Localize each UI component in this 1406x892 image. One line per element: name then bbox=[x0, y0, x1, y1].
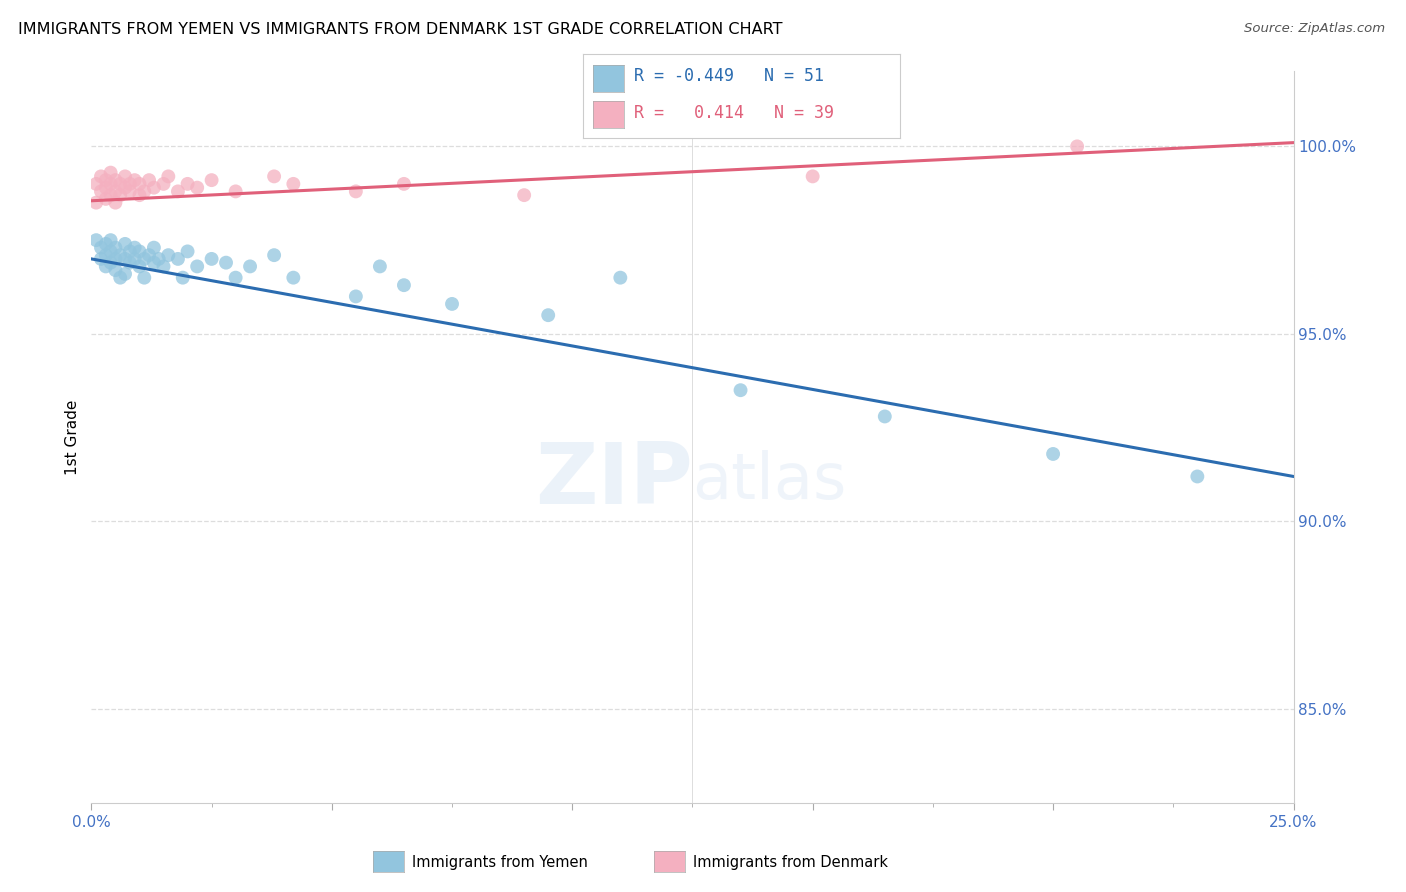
Text: IMMIGRANTS FROM YEMEN VS IMMIGRANTS FROM DENMARK 1ST GRADE CORRELATION CHART: IMMIGRANTS FROM YEMEN VS IMMIGRANTS FROM… bbox=[18, 22, 783, 37]
Point bbox=[263, 169, 285, 184]
Point bbox=[172, 270, 194, 285]
Point bbox=[138, 173, 160, 187]
Point bbox=[90, 169, 112, 184]
Point bbox=[124, 173, 146, 187]
Point bbox=[368, 260, 391, 274]
Y-axis label: 1st Grade: 1st Grade bbox=[65, 400, 80, 475]
Point bbox=[201, 173, 224, 187]
Point bbox=[609, 270, 631, 285]
Point bbox=[263, 248, 285, 262]
Point bbox=[124, 252, 146, 266]
Point bbox=[513, 188, 536, 202]
Text: Immigrants from Yemen: Immigrants from Yemen bbox=[412, 855, 588, 870]
Point bbox=[114, 169, 136, 184]
Point bbox=[801, 169, 824, 184]
Point bbox=[176, 244, 198, 259]
Point bbox=[392, 177, 415, 191]
Point bbox=[100, 177, 122, 191]
Point bbox=[142, 255, 165, 269]
Point bbox=[134, 185, 156, 199]
Point bbox=[100, 255, 122, 269]
Point bbox=[730, 383, 752, 397]
Point bbox=[148, 252, 170, 266]
Point bbox=[128, 244, 150, 259]
Point bbox=[110, 177, 132, 191]
Point bbox=[90, 252, 112, 266]
Point bbox=[167, 185, 190, 199]
Point bbox=[100, 233, 122, 247]
Point bbox=[104, 263, 127, 277]
Point bbox=[90, 185, 112, 199]
Point bbox=[1042, 447, 1064, 461]
Point bbox=[84, 177, 107, 191]
Point bbox=[84, 233, 107, 247]
Point bbox=[167, 252, 190, 266]
Point bbox=[239, 260, 262, 274]
Point bbox=[94, 173, 117, 187]
Point bbox=[118, 185, 141, 199]
Point bbox=[90, 241, 112, 255]
Point bbox=[100, 166, 122, 180]
Point bbox=[104, 252, 127, 266]
Point bbox=[94, 248, 117, 262]
Text: R = -0.449   N = 51: R = -0.449 N = 51 bbox=[634, 67, 824, 85]
Point bbox=[128, 177, 150, 191]
Text: R =   0.414   N = 39: R = 0.414 N = 39 bbox=[634, 104, 834, 122]
Point bbox=[94, 192, 117, 206]
Point bbox=[152, 260, 174, 274]
Point bbox=[440, 297, 463, 311]
Point bbox=[344, 289, 367, 303]
Point bbox=[104, 173, 127, 187]
Point bbox=[94, 180, 117, 194]
Point bbox=[114, 236, 136, 251]
Text: ZIP: ZIP bbox=[534, 440, 692, 523]
Point bbox=[225, 270, 247, 285]
Point bbox=[344, 185, 367, 199]
Point bbox=[104, 241, 127, 255]
Point bbox=[134, 270, 156, 285]
Point bbox=[84, 195, 107, 210]
Point bbox=[186, 180, 208, 194]
Point bbox=[537, 308, 560, 322]
Point bbox=[186, 260, 208, 274]
Point bbox=[100, 188, 122, 202]
Point bbox=[124, 241, 146, 255]
Point bbox=[157, 248, 180, 262]
Point bbox=[215, 255, 238, 269]
Point bbox=[142, 180, 165, 194]
Point bbox=[134, 252, 156, 266]
Point bbox=[283, 177, 305, 191]
Point bbox=[1187, 469, 1209, 483]
Point bbox=[94, 260, 117, 274]
Point bbox=[157, 169, 180, 184]
Point bbox=[128, 188, 150, 202]
Point bbox=[1066, 139, 1088, 153]
Point bbox=[104, 185, 127, 199]
Point bbox=[118, 255, 141, 269]
Point bbox=[392, 278, 415, 293]
Point bbox=[118, 244, 141, 259]
Point bbox=[176, 177, 198, 191]
Point bbox=[138, 248, 160, 262]
Point bbox=[114, 267, 136, 281]
Point bbox=[225, 185, 247, 199]
Point bbox=[114, 252, 136, 266]
Point bbox=[152, 177, 174, 191]
Point bbox=[128, 260, 150, 274]
Point bbox=[104, 195, 127, 210]
Point bbox=[100, 244, 122, 259]
Point bbox=[114, 180, 136, 194]
Point bbox=[110, 270, 132, 285]
Text: Source: ZipAtlas.com: Source: ZipAtlas.com bbox=[1244, 22, 1385, 36]
Text: atlas: atlas bbox=[692, 450, 846, 512]
Point bbox=[118, 177, 141, 191]
Point bbox=[873, 409, 896, 424]
Text: Immigrants from Denmark: Immigrants from Denmark bbox=[693, 855, 889, 870]
Point bbox=[283, 270, 305, 285]
Point bbox=[201, 252, 224, 266]
Point bbox=[94, 236, 117, 251]
Point bbox=[142, 241, 165, 255]
Point bbox=[110, 248, 132, 262]
Point bbox=[110, 188, 132, 202]
